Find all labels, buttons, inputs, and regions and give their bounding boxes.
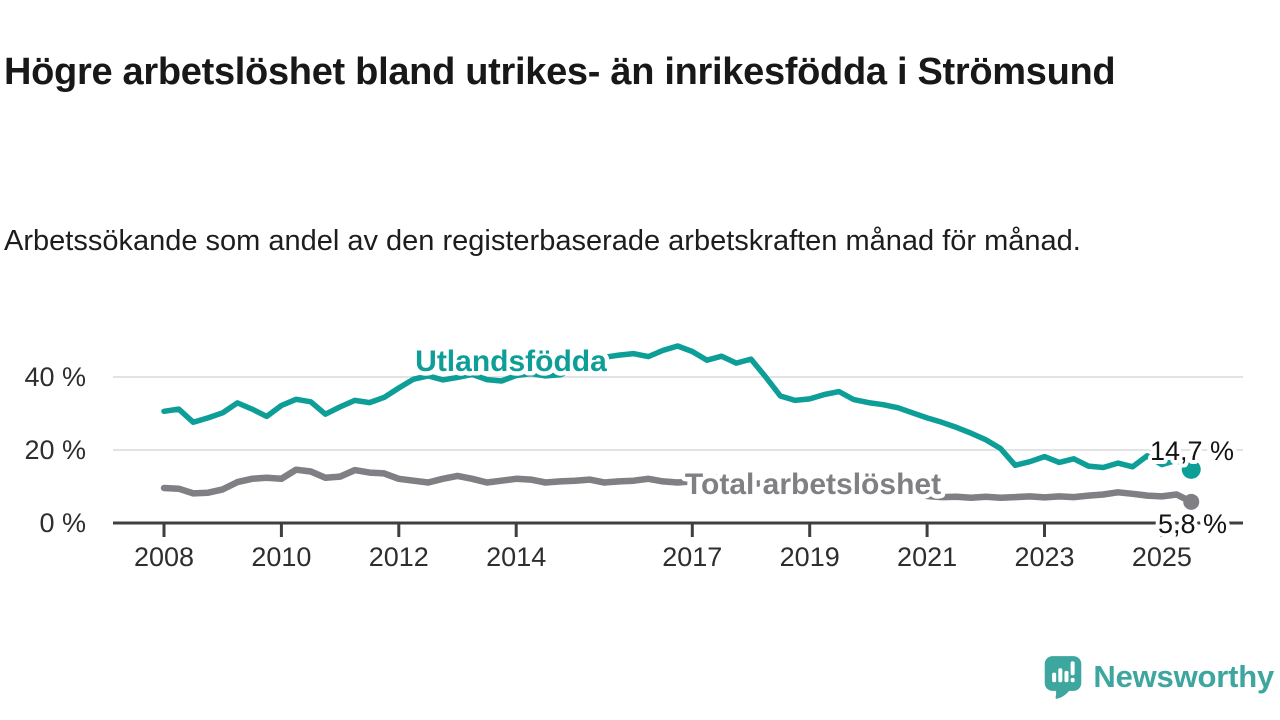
x-tick-label-2025: 2025 bbox=[1132, 542, 1192, 572]
newsworthy-wordmark: Newsworthy bbox=[1093, 659, 1274, 694]
x-tick-label-2017: 2017 bbox=[662, 542, 722, 572]
end-value-label-total-arbetsloshet: 5,8 % bbox=[1158, 509, 1227, 539]
x-tick-label-2010: 2010 bbox=[251, 542, 311, 572]
y-tick-label-0: 0 % bbox=[39, 508, 86, 538]
x-tick-label-2008: 2008 bbox=[134, 542, 194, 572]
series-label-total-arbetsloshet: Total arbetslöshet bbox=[685, 468, 941, 501]
y-tick-label-40: 40 % bbox=[24, 362, 86, 392]
x-tick-label-2014: 2014 bbox=[486, 542, 546, 572]
series-label-utlandsfodda: Utlandsfödda bbox=[415, 345, 607, 378]
series-line-utlandsfodda bbox=[161, 343, 1195, 473]
chart-subtitle: Arbetssökande som andel av den registerb… bbox=[4, 225, 1081, 257]
newsworthy-icon bbox=[1045, 656, 1082, 699]
x-tick-label-2023: 2023 bbox=[1014, 542, 1074, 572]
x-tick-label-2021: 2021 bbox=[897, 542, 957, 572]
chart-title: Högre arbetslöshet bland utrikes- än inr… bbox=[4, 51, 1116, 94]
end-value-label-utlandsfodda: 14,7 % bbox=[1150, 436, 1234, 466]
y-tick-label-20: 20 % bbox=[24, 435, 86, 465]
x-tick-label-2019: 2019 bbox=[780, 542, 840, 572]
series-end-dot-total-arbetsloshet bbox=[1183, 493, 1200, 510]
series-end-dot-utlandsfodda bbox=[1181, 459, 1201, 479]
series-line-total-arbetsloshet bbox=[160, 466, 1195, 506]
x-tick-label-2012: 2012 bbox=[369, 542, 429, 572]
newsworthy-logo: Newsworthy bbox=[1043, 652, 1274, 702]
